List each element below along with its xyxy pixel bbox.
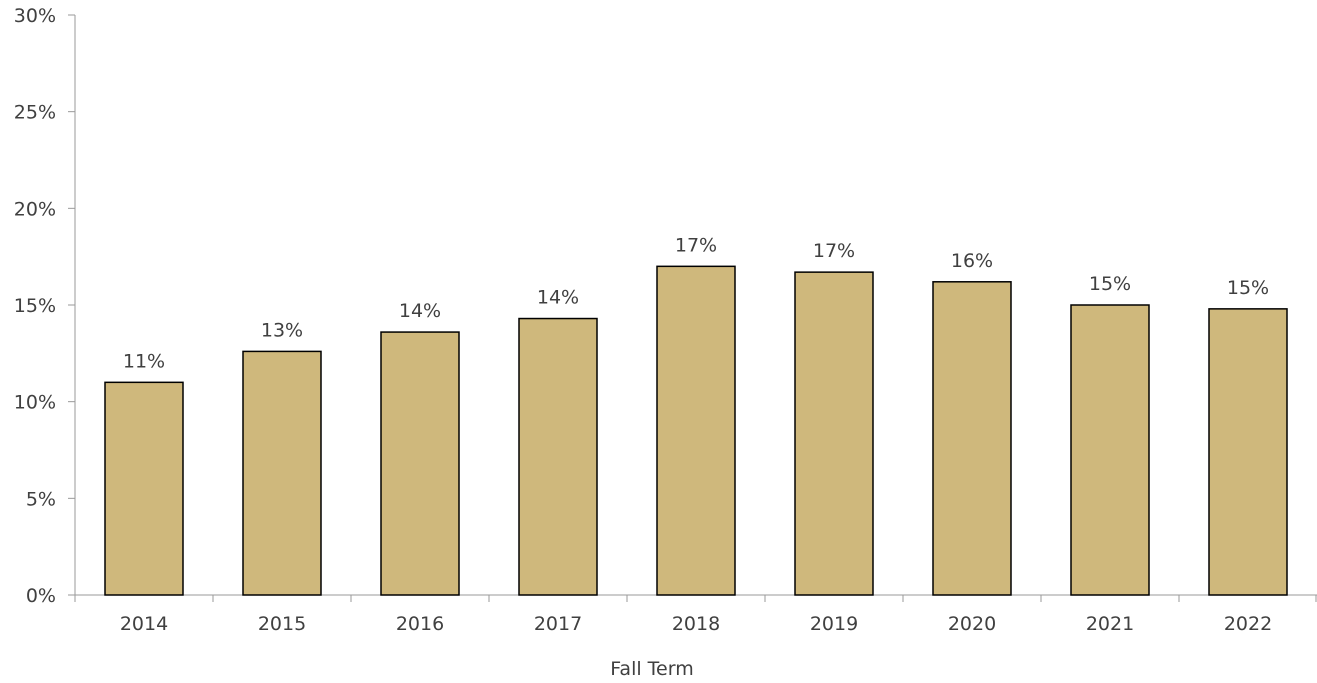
y-tick-label: 15% bbox=[14, 295, 56, 317]
x-tick-label: 2020 bbox=[948, 613, 996, 635]
bar-data-label: 14% bbox=[537, 287, 579, 309]
y-tick-label: 25% bbox=[14, 102, 56, 124]
bar bbox=[932, 281, 1012, 596]
bar bbox=[518, 317, 598, 596]
y-axis: 0% 5% 10% 15% 20% 25% 30% bbox=[14, 5, 76, 607]
x-tick-label: 2021 bbox=[1086, 613, 1134, 635]
x-tick-label: 2019 bbox=[810, 613, 858, 635]
bar bbox=[1208, 308, 1288, 596]
bar-data-label: 11% bbox=[123, 350, 165, 372]
bar bbox=[1070, 304, 1150, 596]
y-tick-label: 0% bbox=[26, 585, 56, 607]
bars bbox=[104, 265, 1288, 596]
bar bbox=[104, 381, 184, 596]
bar bbox=[656, 265, 736, 596]
bar-data-label: 17% bbox=[813, 240, 855, 262]
x-tick-label: 2022 bbox=[1224, 613, 1272, 635]
bar bbox=[794, 271, 874, 596]
bar bbox=[380, 331, 460, 596]
x-tick-label: 2018 bbox=[672, 613, 720, 635]
x-tick-label: 2016 bbox=[396, 613, 444, 635]
bar-data-label: 15% bbox=[1089, 273, 1131, 295]
data-labels: 11% 13% 14% 14% 17% 17% 16% 15% 15% bbox=[123, 234, 1269, 372]
bar bbox=[242, 350, 322, 596]
y-tick-label: 5% bbox=[26, 488, 56, 510]
x-axis: 2014 2015 2016 2017 2018 2019 2020 2021 2022 bbox=[74, 594, 1317, 635]
x-tick-label: 2015 bbox=[258, 613, 306, 635]
x-tick-label: 2014 bbox=[120, 613, 168, 635]
bar-data-label: 13% bbox=[261, 319, 303, 341]
x-axis-title: Fall Term bbox=[610, 658, 693, 680]
y-tick-label: 30% bbox=[14, 5, 56, 27]
y-tick-label: 20% bbox=[14, 198, 56, 220]
x-tick-label: 2017 bbox=[534, 613, 582, 635]
bar-data-label: 16% bbox=[951, 250, 993, 272]
y-tick-label: 10% bbox=[14, 392, 56, 414]
bar-data-label: 17% bbox=[675, 234, 717, 256]
bar-data-label: 15% bbox=[1227, 277, 1269, 299]
bar-data-label: 14% bbox=[399, 300, 441, 322]
